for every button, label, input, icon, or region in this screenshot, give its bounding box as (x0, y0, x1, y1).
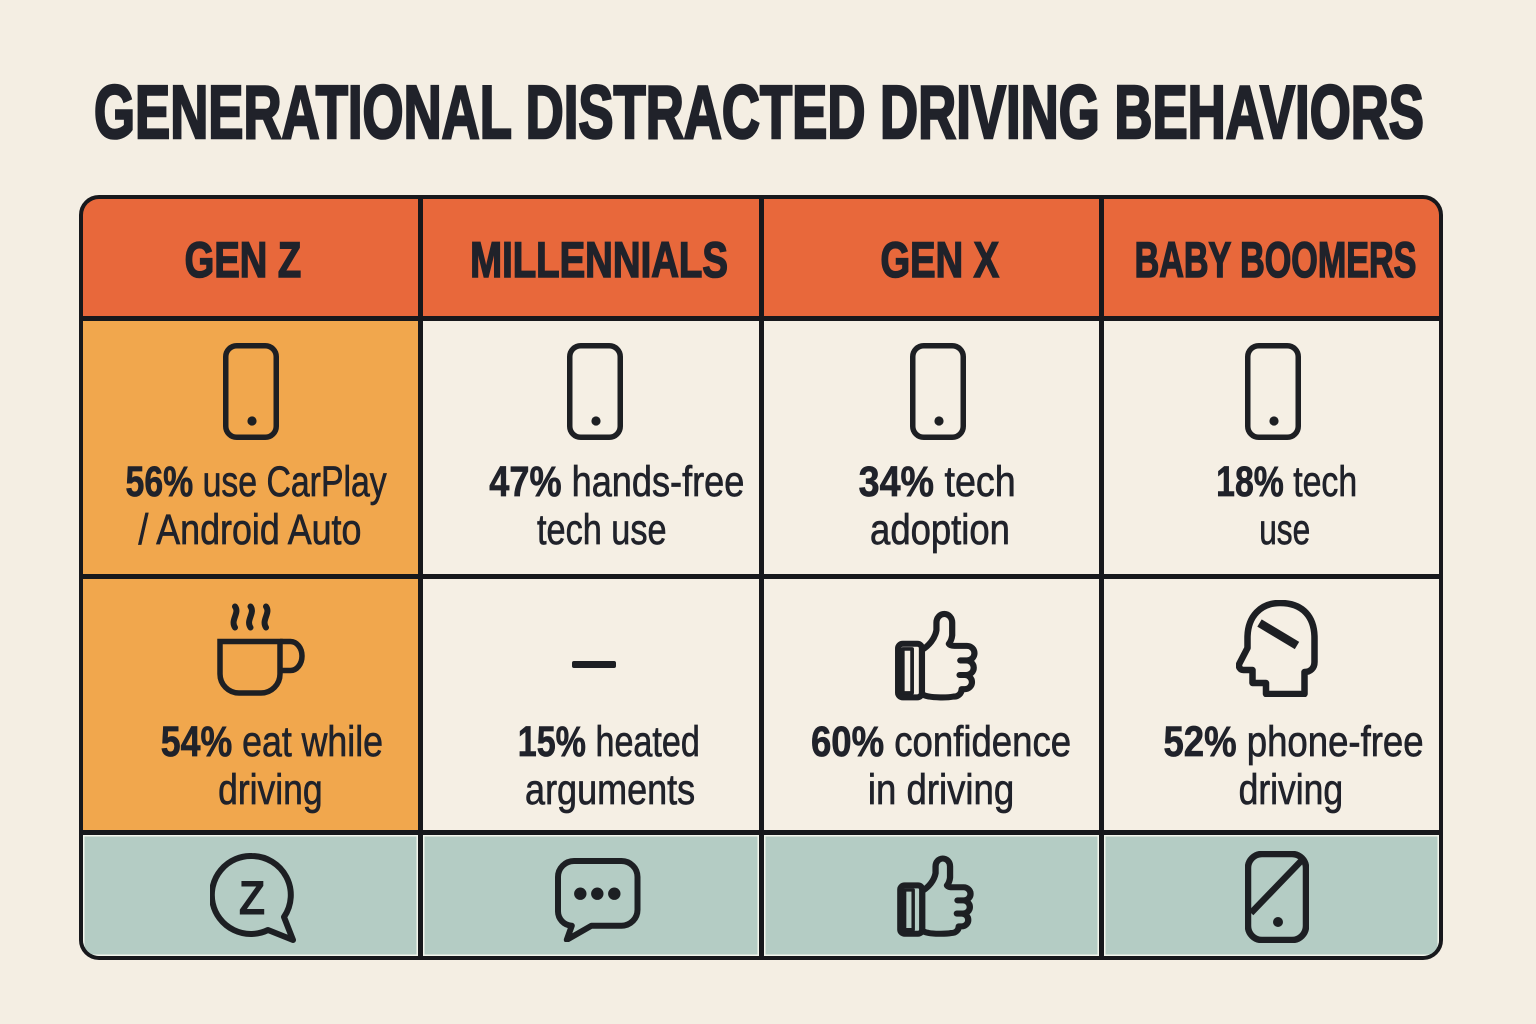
svg-text:Z: Z (238, 873, 265, 926)
